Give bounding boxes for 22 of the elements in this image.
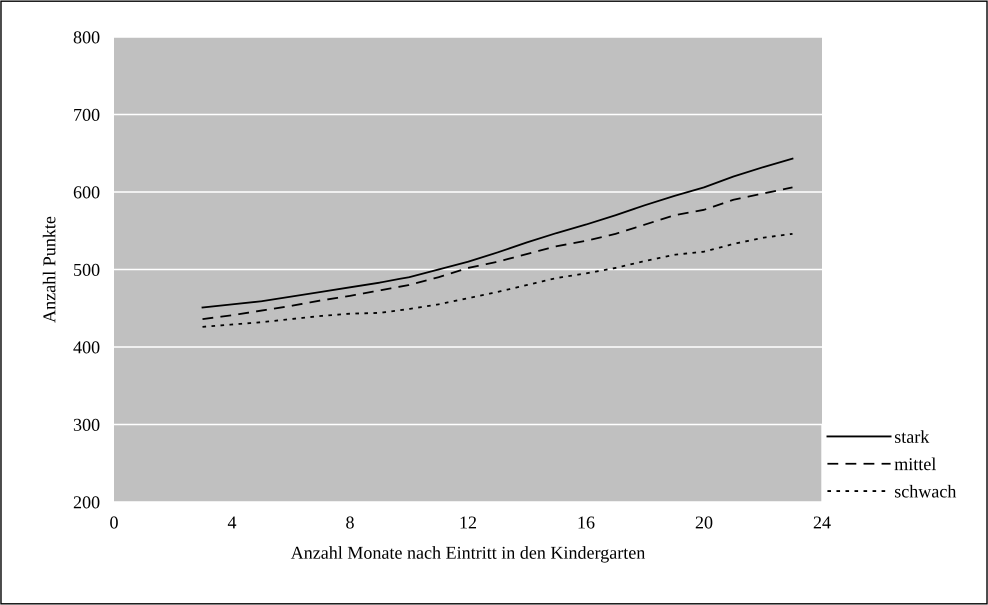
x-tick-label: 12 — [460, 516, 476, 528]
legend-label: schwach — [894, 484, 956, 498]
y-tick-label: 500 — [74, 264, 100, 276]
legend-label: stark — [894, 430, 930, 443]
y-tick-label: 200 — [74, 496, 100, 508]
y-tick-label: 400 — [73, 341, 100, 354]
y-tick-label: 700 — [74, 108, 100, 121]
line-series — [202, 232, 794, 328]
y-tick-label: 300 — [74, 418, 100, 431]
x-tick-label: 16 — [578, 516, 594, 529]
legend-label: mittel — [894, 458, 936, 470]
y-tick-label: 800 — [74, 31, 100, 44]
x-tick-label: 24 — [814, 516, 831, 528]
x-tick-label: 4 — [228, 516, 236, 528]
line-series — [202, 158, 794, 308]
y-axis-title: Anzahl Punkte — [42, 216, 56, 323]
x-tick-label: 20 — [696, 516, 712, 529]
line-series — [202, 186, 794, 320]
x-axis-title: Anzahl Monate nach Eintritt in den Kindergarten — [290, 546, 646, 563]
x-tick-label: 0 — [110, 516, 118, 529]
x-tick-label: 8 — [346, 516, 354, 529]
y-tick-label: 600 — [74, 186, 100, 198]
